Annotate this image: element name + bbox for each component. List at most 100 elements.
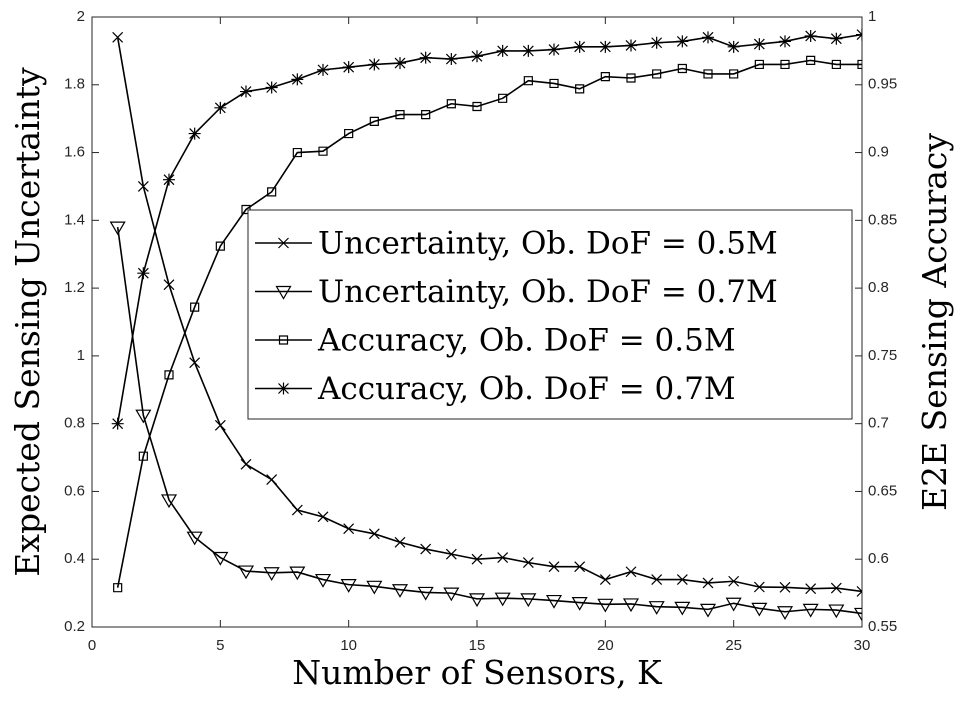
series-marker bbox=[420, 543, 432, 555]
series-marker bbox=[625, 566, 637, 578]
series-marker bbox=[366, 580, 383, 595]
series-marker bbox=[289, 566, 306, 581]
series-marker bbox=[676, 574, 688, 585]
series-marker bbox=[163, 173, 175, 186]
series-marker bbox=[622, 598, 640, 613]
series-marker bbox=[725, 597, 742, 612]
series-marker bbox=[545, 594, 563, 609]
series-marker bbox=[137, 181, 149, 192]
series-marker bbox=[443, 587, 460, 602]
series-marker bbox=[599, 574, 611, 585]
y2-tick-label: 0.95 bbox=[868, 76, 897, 93]
series-marker bbox=[163, 279, 175, 291]
y-tick-label: 0.6 bbox=[64, 482, 85, 499]
y2-tick-label: 1 bbox=[868, 8, 876, 25]
y-axis-label: Expected Sensing Uncertainty bbox=[8, 67, 47, 577]
series-marker bbox=[111, 417, 124, 430]
series-marker bbox=[112, 31, 124, 43]
series-marker bbox=[856, 585, 862, 597]
y2-tick-label: 0.8 bbox=[868, 279, 889, 296]
series-marker bbox=[240, 458, 252, 470]
series-marker bbox=[753, 38, 766, 51]
series-marker bbox=[137, 267, 150, 280]
series-marker bbox=[522, 44, 535, 57]
series-marker bbox=[186, 531, 203, 546]
series-marker bbox=[727, 40, 740, 53]
series-marker bbox=[419, 51, 432, 64]
series-marker bbox=[523, 76, 533, 86]
series-marker bbox=[754, 59, 764, 70]
series-marker bbox=[651, 574, 663, 585]
legend-label: Accuracy, Ob. DoF = 0.5M bbox=[317, 323, 736, 359]
series-marker bbox=[549, 78, 559, 89]
series-marker bbox=[471, 553, 483, 565]
series-marker bbox=[292, 147, 302, 158]
series-marker bbox=[138, 451, 148, 461]
series-marker bbox=[471, 50, 483, 63]
series-marker bbox=[189, 357, 201, 369]
series-marker bbox=[520, 593, 537, 608]
y2-tick-label: 0.55 bbox=[868, 618, 897, 635]
series-marker bbox=[215, 241, 225, 251]
series-marker bbox=[317, 511, 329, 523]
legend-marker bbox=[278, 335, 289, 345]
series-marker bbox=[857, 59, 862, 70]
x-axis-label: Number of Sensors, K bbox=[292, 653, 663, 692]
series-marker bbox=[625, 39, 637, 52]
series-marker bbox=[571, 597, 588, 611]
y-tick-label: 1.4 bbox=[64, 211, 85, 228]
legend-label: Uncertainty, Ob. DoF = 0.7M bbox=[318, 274, 778, 310]
series-marker bbox=[344, 128, 354, 139]
series-marker bbox=[496, 44, 509, 57]
series-marker bbox=[240, 85, 252, 98]
series-marker bbox=[263, 567, 280, 581]
series-marker bbox=[830, 32, 843, 45]
series-marker bbox=[291, 73, 304, 86]
series-marker bbox=[468, 593, 486, 608]
series-marker bbox=[677, 63, 687, 74]
series-marker bbox=[648, 601, 665, 615]
series-marker bbox=[190, 302, 200, 312]
series-marker bbox=[548, 43, 560, 56]
series-marker bbox=[212, 551, 229, 566]
series-marker bbox=[676, 35, 689, 48]
series-marker bbox=[164, 370, 174, 380]
series-marker bbox=[702, 31, 714, 44]
series-marker bbox=[780, 59, 790, 70]
series-marker bbox=[317, 63, 329, 76]
series-marker bbox=[650, 36, 663, 49]
series-marker bbox=[343, 523, 355, 535]
series-marker bbox=[674, 601, 691, 616]
series-marker bbox=[318, 146, 328, 156]
series-marker bbox=[831, 59, 841, 70]
series-marker bbox=[699, 603, 717, 618]
series-marker bbox=[417, 586, 434, 601]
y-tick-label: 0.4 bbox=[64, 550, 85, 567]
series-marker bbox=[804, 29, 817, 42]
series-marker bbox=[266, 474, 278, 486]
legend-label: Accuracy, Ob. DoF = 0.7M bbox=[317, 371, 736, 407]
series-marker bbox=[446, 99, 456, 109]
series-marker bbox=[160, 494, 178, 509]
series-marker bbox=[702, 577, 714, 589]
series-marker bbox=[445, 548, 457, 560]
series-marker bbox=[421, 110, 431, 120]
series-marker bbox=[779, 35, 791, 48]
series-marker bbox=[135, 409, 152, 424]
y-tick-label: 0.2 bbox=[64, 618, 85, 635]
series-marker bbox=[237, 565, 255, 580]
series-marker bbox=[575, 84, 585, 94]
y-tick-label: 1.8 bbox=[64, 76, 85, 93]
series-marker bbox=[802, 603, 819, 618]
y2-tick-label: 0.65 bbox=[868, 482, 897, 499]
series-marker bbox=[729, 69, 739, 79]
series-marker bbox=[314, 573, 332, 588]
x-tick-label: 20 bbox=[597, 637, 614, 654]
x-tick-label: 0 bbox=[88, 637, 96, 654]
series-marker bbox=[600, 72, 610, 82]
x-tick-label: 5 bbox=[216, 637, 224, 654]
legend-marker bbox=[275, 285, 292, 300]
series-marker bbox=[291, 504, 303, 516]
series-marker bbox=[728, 575, 740, 587]
